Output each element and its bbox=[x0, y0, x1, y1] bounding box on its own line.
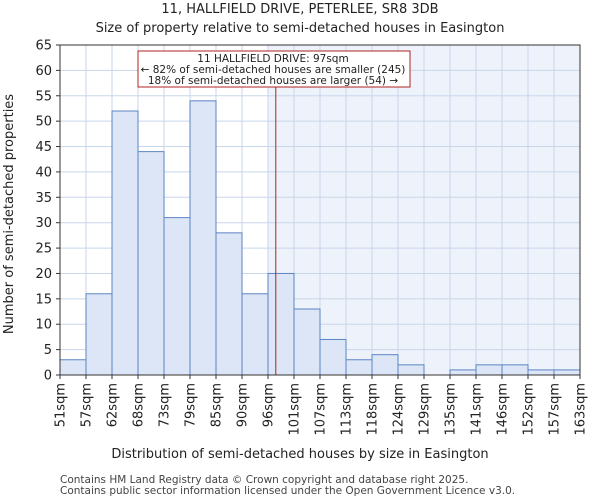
footer-line-2: Contains public sector information licen… bbox=[60, 485, 515, 497]
y-tick-label: 15 bbox=[35, 292, 52, 307]
bar-73sqm bbox=[163, 217, 191, 376]
bar-101sqm bbox=[293, 308, 321, 376]
x-tick-label: 73sqm bbox=[158, 383, 173, 427]
x-tick-label: 90sqm bbox=[236, 383, 251, 427]
annotation-line-3: 18% of semi-detached houses are larger (… bbox=[148, 75, 399, 87]
bar-135sqm bbox=[449, 369, 477, 376]
y-tick-label: 65 bbox=[35, 39, 52, 54]
annotation-box: 11 HALLFIELD DRIVE: 97sqm ← 82% of semi-… bbox=[137, 50, 411, 88]
y-tick-label: 60 bbox=[35, 64, 52, 79]
x-tick-label: 96sqm bbox=[262, 383, 277, 427]
x-tick-label: 135sqm bbox=[444, 383, 459, 436]
x-tick-label: 79sqm bbox=[184, 383, 199, 427]
bar-113sqm bbox=[345, 359, 373, 376]
bar-124sqm bbox=[397, 364, 425, 376]
bars bbox=[59, 100, 581, 376]
y-tick-label: 30 bbox=[35, 216, 52, 231]
x-tick-label: 146sqm bbox=[496, 383, 511, 436]
y-tick-label: 20 bbox=[35, 267, 52, 282]
x-axis-label: Distribution of semi-detached houses by … bbox=[111, 447, 488, 462]
x-tick-label: 101sqm bbox=[288, 383, 303, 436]
x-tick-label: 57sqm bbox=[80, 383, 95, 427]
x-tick-label: 51sqm bbox=[54, 383, 69, 427]
y-tick-label: 55 bbox=[35, 89, 52, 104]
y-tick-labels: 0 5 10 15 20 25 30 35 40 45 50 55 60 65 bbox=[35, 39, 60, 384]
x-tick-label: 129sqm bbox=[418, 383, 433, 436]
x-tick-label: 107sqm bbox=[314, 383, 329, 436]
chart-subtitle: Size of property relative to semi-detach… bbox=[96, 21, 505, 36]
y-tick-label: 50 bbox=[35, 115, 52, 130]
y-axis-label: Number of semi-detached properties bbox=[2, 94, 17, 334]
x-tick-label: 85sqm bbox=[210, 383, 225, 427]
x-tick-labels: 51sqm 57sqm 62sqm 68sqm 73sqm 79sqm 85sqm 90sqm… bbox=[54, 375, 589, 436]
x-tick-label: 157sqm bbox=[548, 383, 563, 436]
bar-152sqm bbox=[527, 369, 555, 376]
y-tick-label: 25 bbox=[35, 242, 52, 257]
bar-68sqm bbox=[137, 151, 165, 376]
x-tick-label: 124sqm bbox=[392, 383, 407, 436]
annotation-line-2: ← 82% of semi-detached houses are smalle… bbox=[141, 64, 406, 76]
y-tick-label: 35 bbox=[35, 191, 52, 206]
bar-62sqm bbox=[111, 110, 139, 376]
x-tick-label: 152sqm bbox=[522, 383, 537, 436]
annotation-line-1: 11 HALLFIELD DRIVE: 97sqm bbox=[197, 53, 348, 65]
y-tick-label: 40 bbox=[35, 165, 52, 180]
x-tick-label: 62sqm bbox=[106, 383, 121, 427]
bar-51sqm bbox=[59, 359, 87, 376]
y-tick-label: 0 bbox=[44, 369, 52, 384]
bar-107sqm bbox=[319, 338, 347, 376]
y-tick-label: 5 bbox=[44, 343, 52, 358]
x-tick-label: 113sqm bbox=[340, 383, 355, 436]
bar-146sqm bbox=[501, 364, 529, 376]
y-tick-label: 10 bbox=[35, 318, 52, 333]
chart-title: 11, HALLFIELD DRIVE, PETERLEE, SR8 3DB bbox=[161, 2, 438, 17]
footer-line-1: Contains HM Land Registry data © Crown c… bbox=[60, 474, 468, 486]
bar-141sqm bbox=[475, 364, 503, 376]
bar-90sqm bbox=[241, 293, 269, 376]
x-tick-label: 163sqm bbox=[574, 383, 589, 436]
bar-118sqm bbox=[371, 354, 399, 376]
y-tick-label: 45 bbox=[35, 140, 52, 155]
bar-85sqm bbox=[215, 232, 243, 376]
bar-79sqm bbox=[189, 100, 217, 376]
x-tick-label: 141sqm bbox=[470, 383, 485, 436]
bar-57sqm bbox=[85, 293, 113, 376]
x-tick-label: 68sqm bbox=[132, 383, 147, 427]
bar-96sqm bbox=[267, 272, 295, 376]
bar-157sqm bbox=[553, 369, 581, 376]
x-tick-label: 118sqm bbox=[366, 383, 381, 436]
